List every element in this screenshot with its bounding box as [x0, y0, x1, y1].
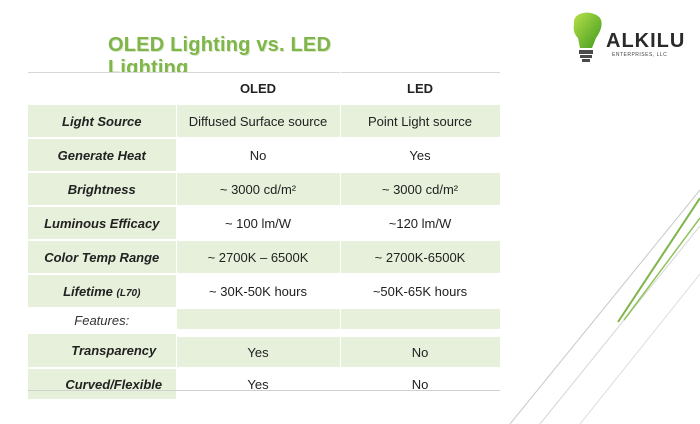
- table-row: Color Temp Range ~ 2700K – 6500K ~ 2700K…: [28, 240, 501, 275]
- oled-cell: ~ 3000 cd/m²: [176, 172, 341, 207]
- oled-cell: ~ 2700K – 6500K: [176, 240, 341, 275]
- table-bottom-rule: [28, 390, 500, 391]
- oled-cell: ~ 30K-50K hours: [176, 274, 341, 309]
- oled-cell: No: [176, 138, 341, 173]
- decorative-diagonal-lines: [509, 189, 700, 424]
- row-label: Color Temp Range: [28, 240, 177, 275]
- comparison-table: OLED LED Light Source Diffused Surface s…: [28, 72, 501, 401]
- led-cell: Yes: [340, 138, 501, 173]
- led-cell: Point Light source: [340, 104, 501, 139]
- logo-name: ALKILU: [606, 30, 686, 52]
- header-row: OLED LED: [28, 72, 501, 105]
- led-cell: ~ 3000 cd/m²: [340, 172, 501, 207]
- table-row: Luminous Efficacy ~ 100 lm/W ~120 lm/W: [28, 206, 501, 241]
- oled-cell: Yes: [176, 368, 341, 401]
- row-label-note: (L70): [116, 287, 141, 299]
- row-label: Lifetime (L70): [28, 274, 177, 309]
- header-oled: OLED: [176, 72, 341, 105]
- row-label: Generate Heat: [28, 138, 177, 173]
- row-label: Luminous Efficacy: [28, 206, 177, 241]
- oled-cell: Diffused Surface source: [176, 104, 341, 139]
- row-label: Brightness: [28, 172, 177, 207]
- table-row: Curved/Flexible Yes No: [28, 368, 501, 401]
- row-label-text: Lifetime: [63, 283, 113, 299]
- led-cell: No: [340, 333, 501, 369]
- row-label: Light Source: [28, 104, 177, 139]
- led-cell: ~120 lm/W: [340, 206, 501, 241]
- table-row: Lifetime (L70) ~ 30K-50K hours ~50K-65K …: [28, 274, 501, 309]
- table-row: Light Source Diffused Surface source Poi…: [28, 104, 501, 139]
- table-row: Transparency Yes No: [28, 333, 501, 369]
- features-spacer: [176, 308, 341, 337]
- led-cell: ~50K-65K hours: [340, 274, 501, 309]
- features-row: Features:: [28, 308, 501, 337]
- header-blank: [28, 72, 177, 105]
- logo-subtitle: ENTERPRISES, LLC: [612, 52, 668, 58]
- features-label: Features:: [28, 308, 177, 334]
- features-spacer: [340, 308, 501, 337]
- row-label: Curved/Flexible: [28, 368, 177, 401]
- alkilu-bulb-logo: [573, 12, 602, 62]
- led-cell: No: [340, 368, 501, 401]
- table-row: Brightness ~ 3000 cd/m² ~ 3000 cd/m²: [28, 172, 501, 207]
- led-cell: ~ 2700K-6500K: [340, 240, 501, 275]
- row-label: Transparency: [28, 333, 177, 369]
- oled-cell: ~ 100 lm/W: [176, 206, 341, 241]
- header-led: LED: [340, 72, 501, 105]
- table-row: Generate Heat No Yes: [28, 138, 501, 173]
- oled-cell: Yes: [176, 333, 341, 369]
